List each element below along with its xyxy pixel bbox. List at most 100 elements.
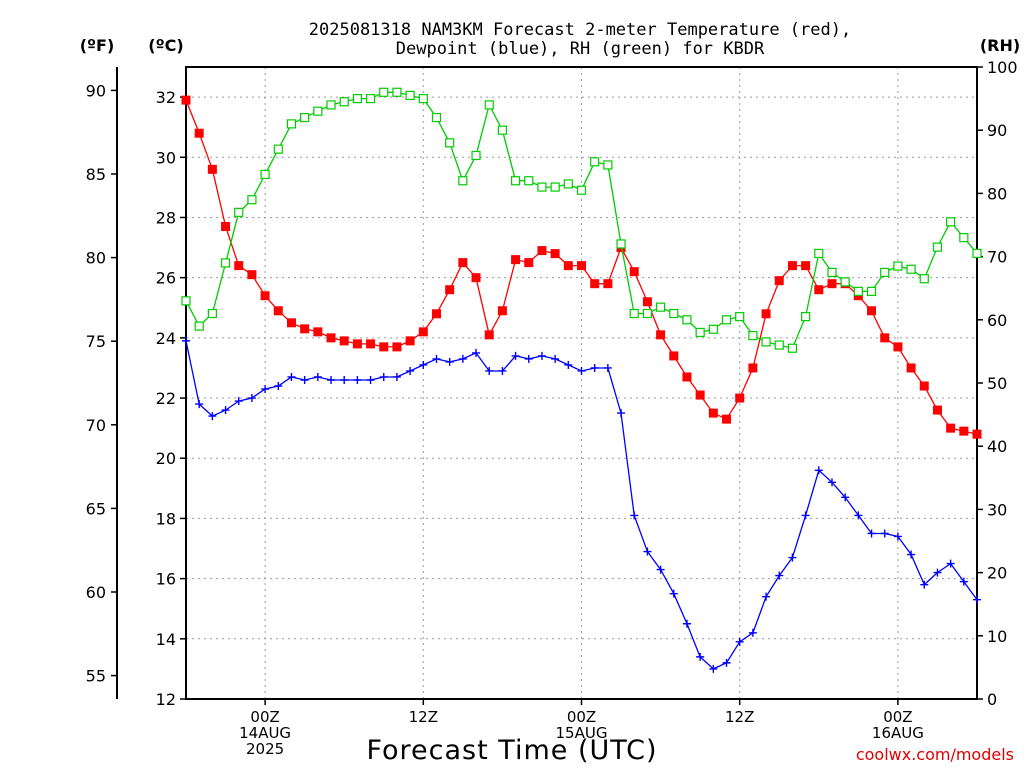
series-layer (181, 87, 982, 673)
2-meter-temperature-point (906, 363, 916, 373)
dewpoint-point (735, 637, 744, 646)
rh-point (300, 112, 310, 123)
2-meter-temperature-point (801, 261, 811, 271)
dewpoint-point (946, 559, 955, 568)
2-meter-temperature-point (893, 342, 903, 352)
rh-point (748, 331, 758, 341)
celsius-tick-label: 14 (156, 630, 176, 649)
dewpoint-point (933, 568, 942, 577)
rh-point (695, 327, 705, 338)
rh-point (616, 239, 626, 249)
rh-point (431, 112, 442, 123)
2-meter-temperature-point (919, 381, 929, 391)
rh-point (774, 340, 784, 350)
2-meter-temperature-point (194, 128, 204, 138)
rh-tick-label: 10 (987, 627, 1007, 646)
rh-point (537, 182, 547, 192)
2-meter-temperature-point (590, 279, 600, 289)
fahrenheit-tick-label: 60 (86, 583, 106, 602)
2-meter-temperature-point (379, 342, 389, 352)
rh-point (642, 308, 653, 319)
rh-point (510, 176, 521, 186)
2-meter-temperature-point (827, 279, 837, 289)
rh-point (840, 277, 850, 287)
2-meter-temperature-point (682, 372, 692, 382)
x-tick-label: 15AUG (556, 724, 608, 742)
rh-tick-label: 100 (987, 58, 1018, 77)
chart-title-line-2: Dewpoint (blue), RH (green) for KBDR (396, 39, 765, 59)
2-meter-temperature-point (550, 249, 560, 259)
dewpoint-point (564, 360, 573, 369)
dewpoint-point (511, 351, 520, 360)
2-meter-temperature-point (471, 273, 481, 283)
credit-label: coolwx.com/models (856, 745, 1014, 764)
rh-point (365, 93, 376, 104)
dewpoint-point (458, 354, 467, 363)
dewpoint-point (524, 354, 533, 363)
rh-point (313, 106, 323, 116)
2-meter-temperature-point (352, 339, 362, 349)
rh-point (814, 248, 824, 259)
fahrenheit-tick-label: 90 (86, 81, 106, 100)
celsius-tick-label: 24 (156, 329, 176, 348)
dewpoint-point (419, 360, 428, 369)
2-meter-temperature-point (392, 342, 402, 352)
2-meter-temperature-point (972, 429, 982, 439)
rh-point (260, 169, 270, 180)
rh-point (524, 176, 534, 186)
dewpoint-point (656, 565, 665, 574)
celsius-unit-label: (ºC) (148, 36, 183, 55)
rh-point (590, 157, 600, 167)
dewpoint-point (709, 664, 718, 673)
x-tick-label: 16AUG (872, 724, 924, 742)
2-meter-temperature-point (774, 276, 784, 286)
rh-tick-label: 20 (987, 564, 1007, 583)
rh-point (682, 315, 692, 325)
2-meter-temperature-point (563, 261, 573, 271)
dewpoint-point (775, 571, 784, 580)
fahrenheit-unit-label: (ºF) (80, 36, 115, 55)
rh-point (721, 315, 732, 325)
dewpoint-point (880, 529, 889, 538)
dewpoint-point (182, 336, 190, 345)
dewpoint-point (814, 466, 823, 475)
dewpoint-point (208, 412, 217, 421)
dewpoint-point (445, 357, 454, 366)
2-meter-temperature-point (932, 405, 942, 415)
rh-tick-label: 30 (987, 500, 1007, 519)
2-meter-temperature-point (273, 306, 283, 316)
2-meter-temperature-point (642, 297, 652, 307)
dewpoint-point (841, 493, 850, 502)
x-tick-label: 00Z (250, 708, 279, 726)
2-meter-temperature-point (326, 333, 336, 343)
rh-point (946, 217, 956, 227)
rh-point (735, 312, 745, 322)
dewpoint-point (472, 348, 481, 357)
2-meter-temperature-point (234, 261, 244, 271)
2-meter-temperature-point (946, 423, 956, 433)
dewpoint-point (353, 375, 362, 384)
2-meter-temperature-point (867, 306, 877, 316)
rh-point (220, 258, 231, 268)
rh-point (932, 242, 943, 252)
rh-point (181, 296, 191, 306)
dewpoint-point (247, 394, 256, 403)
dewpoint-point (432, 354, 441, 363)
fahrenheit-tick-label: 75 (86, 332, 106, 351)
rh-point (418, 93, 428, 104)
dewpoint-point (682, 619, 691, 628)
rh-point (484, 100, 494, 110)
dewpoint-point (893, 532, 902, 541)
celsius-tick-label: 30 (156, 148, 176, 167)
dewpoint-point (498, 366, 507, 375)
rh-point (959, 233, 969, 243)
x-tick-label: 14AUG (239, 724, 291, 742)
rh-point (972, 248, 982, 259)
2-meter-temperature-point (221, 222, 231, 232)
fahrenheit-tick-label: 85 (86, 165, 106, 184)
dewpoint-point (959, 577, 968, 586)
rh-point (273, 144, 283, 154)
dewpoint-point (551, 354, 560, 363)
2-meter-temperature-point (458, 258, 468, 268)
rh-point (247, 195, 257, 205)
